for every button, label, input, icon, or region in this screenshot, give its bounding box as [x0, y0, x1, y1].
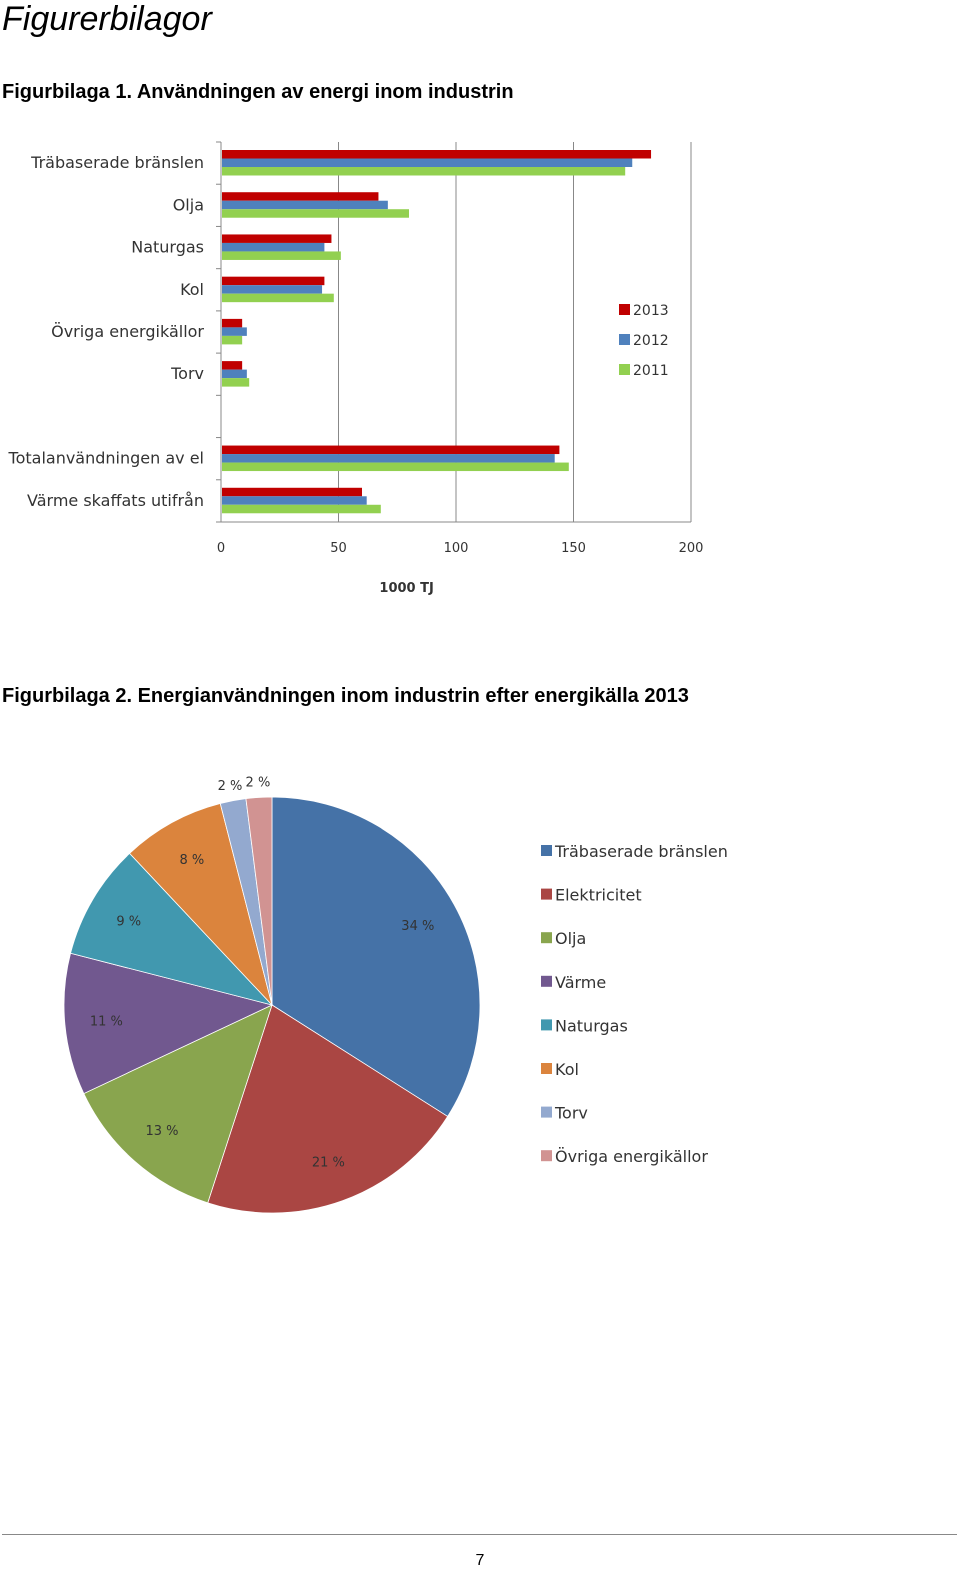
bar-2011 [222, 335, 243, 345]
page-heading: Figurerbilagor [2, 0, 212, 38]
bar-2013 [222, 150, 652, 159]
bar-2013 [222, 361, 243, 370]
legend-swatch [541, 1106, 552, 1118]
slice-data-label: 11 % [90, 1015, 123, 1030]
bar-2012 [222, 158, 633, 167]
category-label: Övriga energikällor [51, 322, 204, 341]
legend-swatch [541, 888, 552, 900]
legend-swatch [619, 364, 630, 375]
page-number: 7 [475, 1552, 485, 1569]
bar-2012 [222, 285, 323, 294]
bar-2011 [222, 251, 341, 260]
bar-2011 [222, 378, 250, 387]
legend-label: 2011 [633, 363, 669, 379]
slice-data-label: 2 % [218, 779, 243, 794]
figure-2-caption: Figurbilaga 2. Energianvändningen inom i… [2, 685, 689, 707]
bar-2011 [222, 167, 626, 176]
bar-2013 [222, 445, 560, 455]
pie-slice [271, 796, 481, 1118]
x-tick-label: 0 [217, 541, 225, 556]
bar-2013 [222, 234, 332, 243]
pie-slice [83, 1004, 273, 1204]
pie-slice [129, 803, 273, 1006]
pie-slice [63, 952, 274, 1095]
figure-1-caption: Figurbilaga 1. Användningen av energi in… [2, 81, 514, 103]
category-label: Kol [180, 280, 204, 299]
legend-label: 2012 [633, 333, 669, 349]
bar-2012 [222, 496, 367, 505]
legend-label: Olja [555, 929, 586, 948]
slice-data-label: 13 % [145, 1124, 178, 1139]
legend-swatch [541, 932, 552, 944]
bar-2012 [222, 369, 247, 379]
legend-label: Torv [554, 1104, 588, 1123]
bar-2011 [222, 462, 569, 472]
category-label: Torv [170, 364, 204, 383]
pie-slice [70, 852, 274, 1006]
category-label: Naturgas [131, 238, 204, 257]
pie-slice [245, 796, 273, 1006]
x-tick-label: 200 [679, 541, 704, 556]
pie-chart: 34 % 21 % 13 % 11 % 9 % 8 % 2 % 2 % Träbaserade … [63, 775, 728, 1214]
slice-data-label: 9 % [116, 914, 141, 929]
legend-label: Elektricitet [555, 886, 642, 905]
bar-2011 [222, 209, 409, 218]
pie-slice [207, 1004, 449, 1214]
legend-swatch [541, 1019, 552, 1031]
legend-label: Träbaserade bränslen [554, 842, 728, 861]
slice-data-label: 2 % [246, 775, 271, 790]
slice-data-label: 8 % [179, 853, 204, 868]
x-tick-label: 50 [330, 541, 347, 556]
bar-2012 [222, 242, 325, 252]
category-label: Värme skaffats utifrån [27, 491, 204, 510]
bar-2013 [222, 276, 325, 286]
footer-divider [2, 1534, 957, 1535]
bar-2012 [222, 327, 247, 336]
slice-data-label: 21 % [312, 1156, 345, 1171]
bar-2011 [222, 504, 381, 514]
bar-2012 [222, 200, 388, 210]
legend-swatch [541, 1150, 552, 1162]
bar-2013 [222, 318, 243, 328]
legend-label: Kol [555, 1060, 579, 1079]
legend-swatch [541, 975, 552, 987]
bar-2013 [222, 192, 379, 201]
x-tick-label: 100 [444, 541, 469, 556]
legend-label: 2013 [633, 303, 669, 319]
category-label: Olja [173, 195, 204, 214]
legend-label: Övriga energikällor [555, 1147, 708, 1166]
bar-2011 [222, 293, 334, 303]
bar-2013 [222, 487, 362, 497]
legend-swatch [541, 845, 552, 856]
bar-chart: 0 50 100 150 200 1000 TJ Träbaserade bränslen O… [8, 141, 704, 596]
legend-swatch [541, 1063, 552, 1074]
legend-label: Naturgas [555, 1016, 628, 1035]
slice-data-label: 34 % [401, 919, 434, 934]
legend-swatch [619, 334, 630, 345]
legend-label: Värme [555, 973, 606, 992]
category-label: Totalanvändningen av el [8, 449, 204, 468]
x-tick-label: 150 [561, 541, 586, 556]
x-axis-label: 1000 TJ [379, 581, 433, 596]
category-label: Träbaserade bränslen [30, 153, 204, 172]
legend-swatch [619, 304, 630, 315]
bar-2012 [222, 454, 555, 463]
